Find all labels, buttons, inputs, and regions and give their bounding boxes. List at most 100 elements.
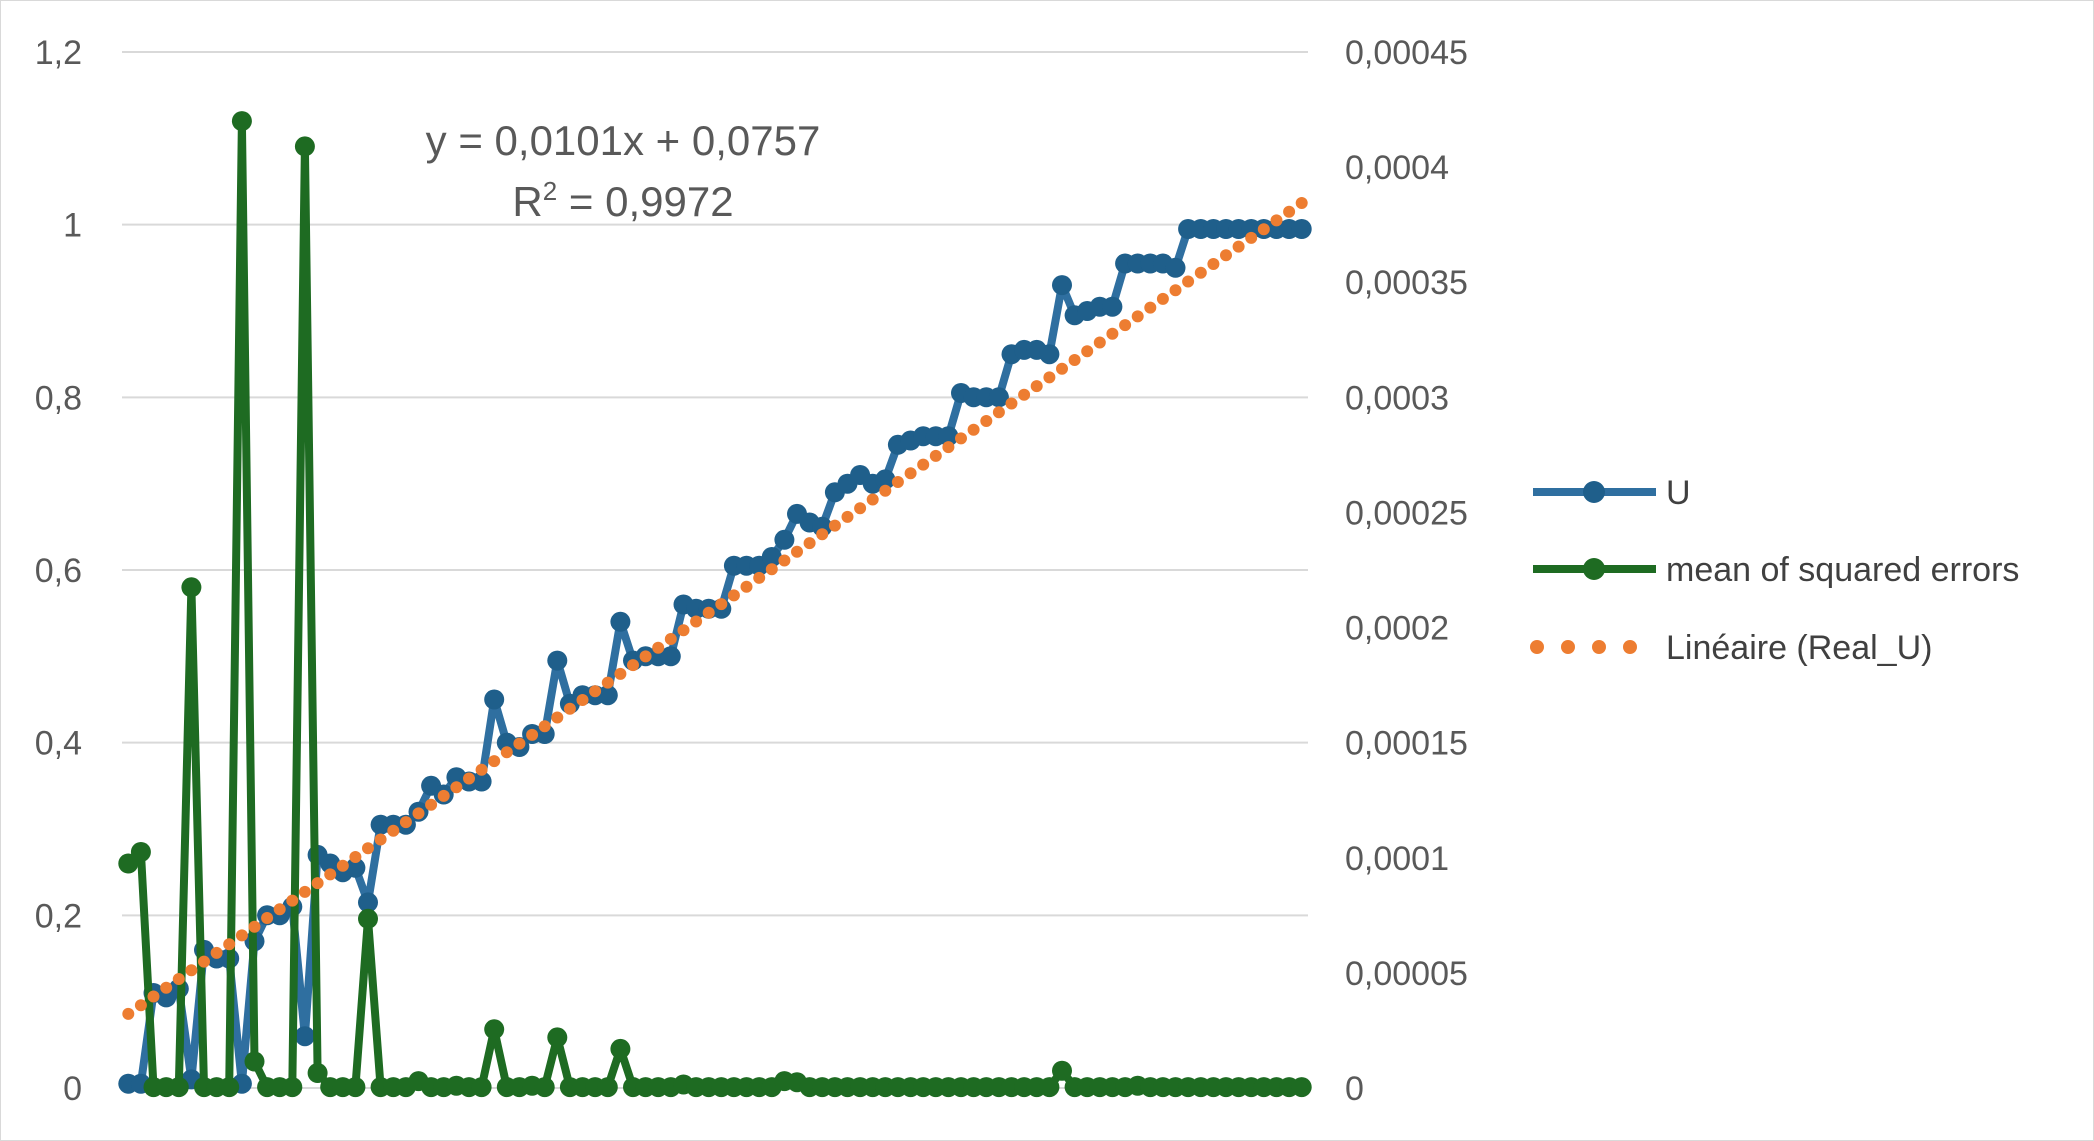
trendline-dot — [652, 641, 665, 654]
u-point — [547, 650, 568, 671]
trendline-dot — [727, 589, 740, 602]
u-point — [1039, 344, 1060, 365]
trendline-dot — [942, 441, 955, 454]
left-tick-label: 0,4 — [35, 725, 82, 763]
u-point — [1052, 275, 1072, 296]
u-point — [1102, 296, 1123, 317]
trendline-dot — [879, 484, 892, 497]
mse-point — [307, 1063, 328, 1083]
trendline-dot — [917, 458, 930, 471]
u-point — [774, 529, 795, 550]
trendline-dot — [702, 606, 715, 619]
trendline-dot — [273, 903, 286, 916]
trendline-dot — [627, 659, 639, 672]
trendline-dot — [1295, 197, 1308, 209]
trendline-dot — [1081, 345, 1094, 358]
legend-label-u: U — [1666, 474, 1691, 512]
trendline-dot — [828, 519, 841, 532]
trendline-dot — [551, 711, 564, 724]
trendline-dot — [261, 912, 274, 924]
trendline-dot — [677, 624, 690, 637]
legend-marker-u — [1583, 481, 1605, 503]
legend-dot-2 — [1561, 640, 1575, 654]
right-tick-label: 0,0003 — [1345, 379, 1449, 417]
u-point — [294, 1026, 315, 1047]
trendline-dot — [1169, 284, 1182, 297]
trendline-dot — [929, 449, 942, 462]
trendline-dot — [980, 415, 993, 427]
r2-superscript: 2 — [543, 176, 557, 206]
r2-prefix: R — [512, 178, 542, 225]
trendline-dot — [160, 981, 173, 994]
legend-item-trendline[interactable]: Linéaire (Real_U) — [1530, 629, 1932, 667]
trendline-dot — [122, 1007, 135, 1020]
right-tick-label: 0,00035 — [1345, 264, 1468, 302]
trendline-dot — [753, 571, 766, 584]
right-tick-label: 0,0004 — [1345, 149, 1449, 187]
trendline-dot — [147, 990, 160, 1003]
mse-point — [1052, 1060, 1072, 1081]
trendline-dot — [210, 946, 223, 959]
trendline-equation: y = 0,0101x + 0,0757 — [426, 117, 821, 164]
legend-dot-3 — [1592, 640, 1606, 654]
trendline-dot — [955, 432, 967, 445]
trendline-dot — [1245, 231, 1258, 244]
trendline-dot — [1043, 371, 1056, 384]
mse-point — [358, 908, 378, 929]
trendline-dot — [500, 746, 513, 759]
right-axis-ticks: 0 0,00005 0,0001 0,00015 0,0002 0,00025 0,0003… — [1345, 34, 1468, 1108]
trendline-linear — [122, 197, 1308, 1020]
legend-label-trendline: Linéaire (Real_U) — [1666, 629, 1932, 667]
trendline-dot — [1207, 258, 1220, 270]
trendline-dot — [475, 763, 488, 776]
trendline-dot — [1056, 362, 1068, 375]
trendline-dot — [172, 973, 185, 985]
left-tick-label: 0,8 — [35, 379, 82, 417]
left-axis-ticks: 0 0,2 0,4 0,6 0,8 1 1,2 — [35, 34, 82, 1108]
left-tick-label: 0 — [63, 1070, 82, 1108]
trendline-dot — [526, 728, 539, 741]
trendline-dot — [1270, 214, 1283, 227]
legend-item-u[interactable]: U — [1533, 474, 1691, 512]
trendline-dot — [1257, 223, 1270, 236]
mse-point — [282, 1077, 303, 1098]
trendline-dot — [639, 650, 652, 663]
trendline-dot — [1068, 354, 1081, 366]
trendline-dot — [778, 554, 791, 567]
trendline-r-squared: R2 = 0,9972 — [512, 176, 733, 225]
trendline-dot — [463, 772, 475, 785]
trendline-dot — [967, 423, 980, 436]
trendline-dot — [387, 824, 400, 837]
trendline-dot — [854, 502, 867, 515]
mse-point — [547, 1027, 568, 1048]
legend-item-mean-squared-errors[interactable]: mean of squared errors — [1533, 551, 2019, 589]
trendline-dot — [841, 510, 854, 523]
trendline-dot — [576, 694, 589, 706]
trendline-dot — [538, 720, 551, 733]
u-point — [1165, 257, 1186, 278]
trendline-dot — [866, 493, 879, 506]
left-tick-label: 1 — [63, 207, 82, 245]
trendline-dot — [1232, 240, 1245, 253]
legend-dot-4 — [1623, 640, 1637, 654]
legend-dot-1 — [1530, 640, 1544, 654]
left-tick-label: 0,2 — [35, 897, 82, 935]
trendline-dot — [311, 877, 324, 890]
left-tick-label: 0,6 — [35, 552, 82, 590]
right-tick-label: 0,0002 — [1345, 610, 1449, 648]
trendline-dot — [664, 633, 677, 645]
trendline-dot — [740, 580, 753, 593]
u-point — [484, 689, 505, 710]
trendline-dot — [601, 676, 614, 689]
trendline-dot — [286, 894, 299, 907]
mse-point — [534, 1077, 555, 1098]
right-tick-label: 0 — [1345, 1070, 1364, 1108]
trendline-dot — [362, 842, 374, 855]
trendline-dot — [412, 807, 425, 820]
mse-point — [181, 577, 202, 598]
trendline-dot — [425, 798, 438, 811]
trendline-dot — [1030, 380, 1043, 393]
mse-point — [168, 1077, 189, 1098]
trendline-dot — [1194, 266, 1207, 279]
